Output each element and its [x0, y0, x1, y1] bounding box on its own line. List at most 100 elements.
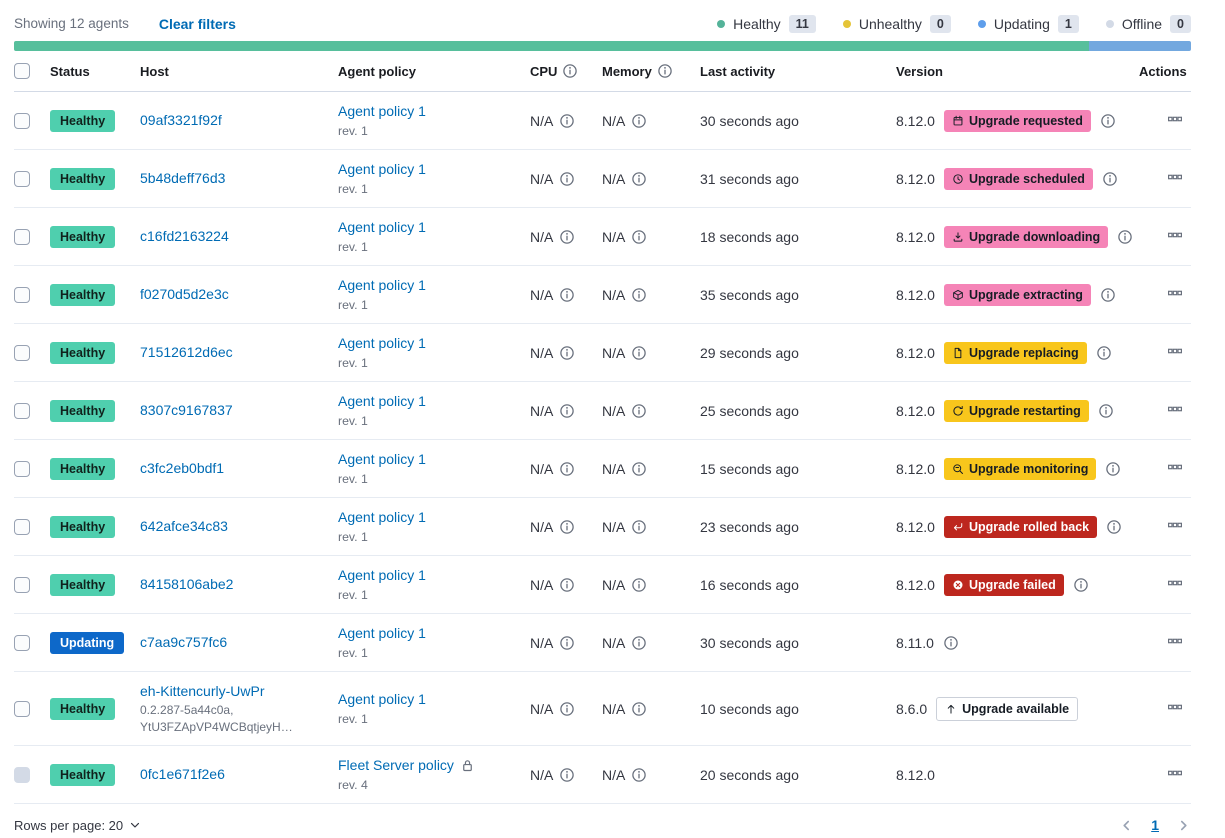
- row-checkbox[interactable]: [14, 286, 30, 303]
- next-page-button[interactable]: [1176, 818, 1191, 833]
- memory-value-info-icon[interactable]: [631, 577, 647, 593]
- agent-policy-link[interactable]: Agent policy 1: [338, 567, 426, 583]
- agent-policy-link[interactable]: Agent policy 1: [338, 277, 426, 293]
- cpu-value-info-icon[interactable]: [559, 287, 575, 303]
- previous-page-button[interactable]: [1119, 818, 1134, 833]
- memory-value-info-icon[interactable]: [631, 171, 647, 187]
- cpu-info-icon[interactable]: [562, 63, 578, 79]
- policy-revision: rev. 1: [338, 298, 368, 312]
- memory-value-info-icon[interactable]: [631, 287, 647, 303]
- rows-per-page-button[interactable]: Rows per page: 20: [14, 818, 142, 833]
- arrow-up-icon: [945, 703, 957, 715]
- row-checkbox[interactable]: [14, 460, 30, 477]
- memory-value-info-icon[interactable]: [631, 767, 647, 783]
- select-all-checkbox[interactable]: [14, 63, 30, 79]
- cpu-value-info-icon[interactable]: [559, 577, 575, 593]
- agent-policy-link[interactable]: Agent policy 1: [338, 625, 426, 641]
- actions-menu-button[interactable]: [1167, 285, 1183, 301]
- row-checkbox[interactable]: [14, 344, 30, 361]
- actions-menu-button[interactable]: [1167, 111, 1183, 127]
- actions-menu-button[interactable]: [1167, 517, 1183, 533]
- host-link[interactable]: 5b48deff76d3: [140, 170, 226, 186]
- memory-value-info-icon[interactable]: [631, 403, 647, 419]
- upgrade-info-icon[interactable]: [1100, 287, 1116, 303]
- row-checkbox[interactable]: [14, 576, 30, 593]
- legend-dot-icon: [717, 19, 726, 28]
- upgrade-info-icon[interactable]: [1096, 345, 1112, 361]
- row-checkbox[interactable]: [14, 170, 30, 187]
- row-checkbox[interactable]: [14, 634, 30, 651]
- agent-policy-link[interactable]: Agent policy 1: [338, 509, 426, 525]
- memory-value-info-icon[interactable]: [631, 701, 647, 717]
- actions-menu-button[interactable]: [1167, 169, 1183, 185]
- cpu-value-info-icon[interactable]: [559, 701, 575, 717]
- host-link[interactable]: 84158106abe2: [140, 576, 234, 592]
- actions-menu-button[interactable]: [1167, 227, 1183, 243]
- cpu-value-info-icon[interactable]: [559, 171, 575, 187]
- cpu-value-info-icon[interactable]: [559, 403, 575, 419]
- upgrade-info-icon[interactable]: [1106, 519, 1122, 535]
- cpu-value-info-icon[interactable]: [559, 767, 575, 783]
- cpu-value-info-icon[interactable]: [559, 461, 575, 477]
- upgrade-info-icon[interactable]: [1073, 577, 1089, 593]
- upgrade-info-icon[interactable]: [1102, 171, 1118, 187]
- memory-value-info-icon[interactable]: [631, 461, 647, 477]
- cpu-value-info-icon[interactable]: [559, 635, 575, 651]
- actions-menu-button[interactable]: [1167, 633, 1183, 649]
- agent-policy-link[interactable]: Agent policy 1: [338, 691, 426, 707]
- legend-item-offline[interactable]: Offline 0: [1105, 14, 1191, 33]
- legend-item-unhealthy[interactable]: Unhealthy 0: [842, 14, 951, 33]
- memory-info-icon[interactable]: [657, 63, 673, 79]
- upgrade-info-icon[interactable]: [943, 635, 959, 651]
- memory-value: N/A: [602, 460, 626, 477]
- row-checkbox[interactable]: [14, 112, 30, 129]
- agent-policy-link[interactable]: Fleet Server policy: [338, 757, 454, 773]
- cpu-value-info-icon[interactable]: [559, 229, 575, 245]
- actions-menu-button[interactable]: [1167, 575, 1183, 591]
- host-link[interactable]: c16fd2163224: [140, 228, 229, 244]
- memory-value-info-icon[interactable]: [631, 635, 647, 651]
- row-checkbox[interactable]: [14, 402, 30, 419]
- agent-policy-link[interactable]: Agent policy 1: [338, 161, 426, 177]
- cpu-value-info-icon[interactable]: [559, 519, 575, 535]
- cpu-value-info-icon[interactable]: [559, 113, 575, 129]
- legend-item-updating[interactable]: Updating 1: [977, 14, 1079, 33]
- actions-menu-button[interactable]: [1167, 459, 1183, 475]
- cpu-value: N/A: [530, 344, 554, 361]
- cpu-value-info-icon[interactable]: [559, 345, 575, 361]
- upgrade-info-icon[interactable]: [1105, 461, 1121, 477]
- row-checkbox[interactable]: [14, 518, 30, 535]
- host-link[interactable]: 0fc1e671f2e6: [140, 766, 225, 782]
- memory-value-info-icon[interactable]: [631, 345, 647, 361]
- upgrade-status-badge: Upgrade extracting: [943, 283, 1091, 306]
- host-link[interactable]: eh-Kittencurly-UwPr: [140, 683, 265, 699]
- upgrade-info-icon[interactable]: [1098, 403, 1114, 419]
- agent-policy-link[interactable]: Agent policy 1: [338, 451, 426, 467]
- row-checkbox[interactable]: [14, 700, 30, 717]
- actions-menu-button[interactable]: [1167, 343, 1183, 359]
- host-link[interactable]: 8307c9167837: [140, 402, 233, 418]
- agent-policy-link[interactable]: Agent policy 1: [338, 103, 426, 119]
- agent-policy-link[interactable]: Agent policy 1: [338, 335, 426, 351]
- last-activity: 20 seconds ago: [700, 766, 799, 783]
- actions-menu-button[interactable]: [1167, 699, 1183, 715]
- host-link[interactable]: f0270d5d2e3c: [140, 286, 229, 302]
- row-checkbox[interactable]: [14, 228, 30, 245]
- actions-menu-button[interactable]: [1167, 401, 1183, 417]
- upgrade-info-icon[interactable]: [1117, 229, 1133, 245]
- memory-value-info-icon[interactable]: [631, 113, 647, 129]
- clear-filters-link[interactable]: Clear filters: [158, 15, 236, 32]
- host-link[interactable]: 642afce34c83: [140, 518, 228, 534]
- agent-policy-link[interactable]: Agent policy 1: [338, 393, 426, 409]
- host-link[interactable]: c7aa9c757fc6: [140, 634, 228, 650]
- host-link[interactable]: c3fc2eb0bdf1: [140, 460, 225, 476]
- upgrade-info-icon[interactable]: [1100, 113, 1116, 129]
- page-1-button[interactable]: 1: [1151, 817, 1159, 833]
- legend-item-healthy[interactable]: Healthy 11: [717, 14, 816, 33]
- actions-menu-button[interactable]: [1167, 765, 1183, 781]
- host-link[interactable]: 71512612d6ec: [140, 344, 233, 360]
- host-link[interactable]: 09af3321f92f: [140, 112, 222, 128]
- agent-policy-link[interactable]: Agent policy 1: [338, 219, 426, 235]
- memory-value-info-icon[interactable]: [631, 519, 647, 535]
- memory-value-info-icon[interactable]: [631, 229, 647, 245]
